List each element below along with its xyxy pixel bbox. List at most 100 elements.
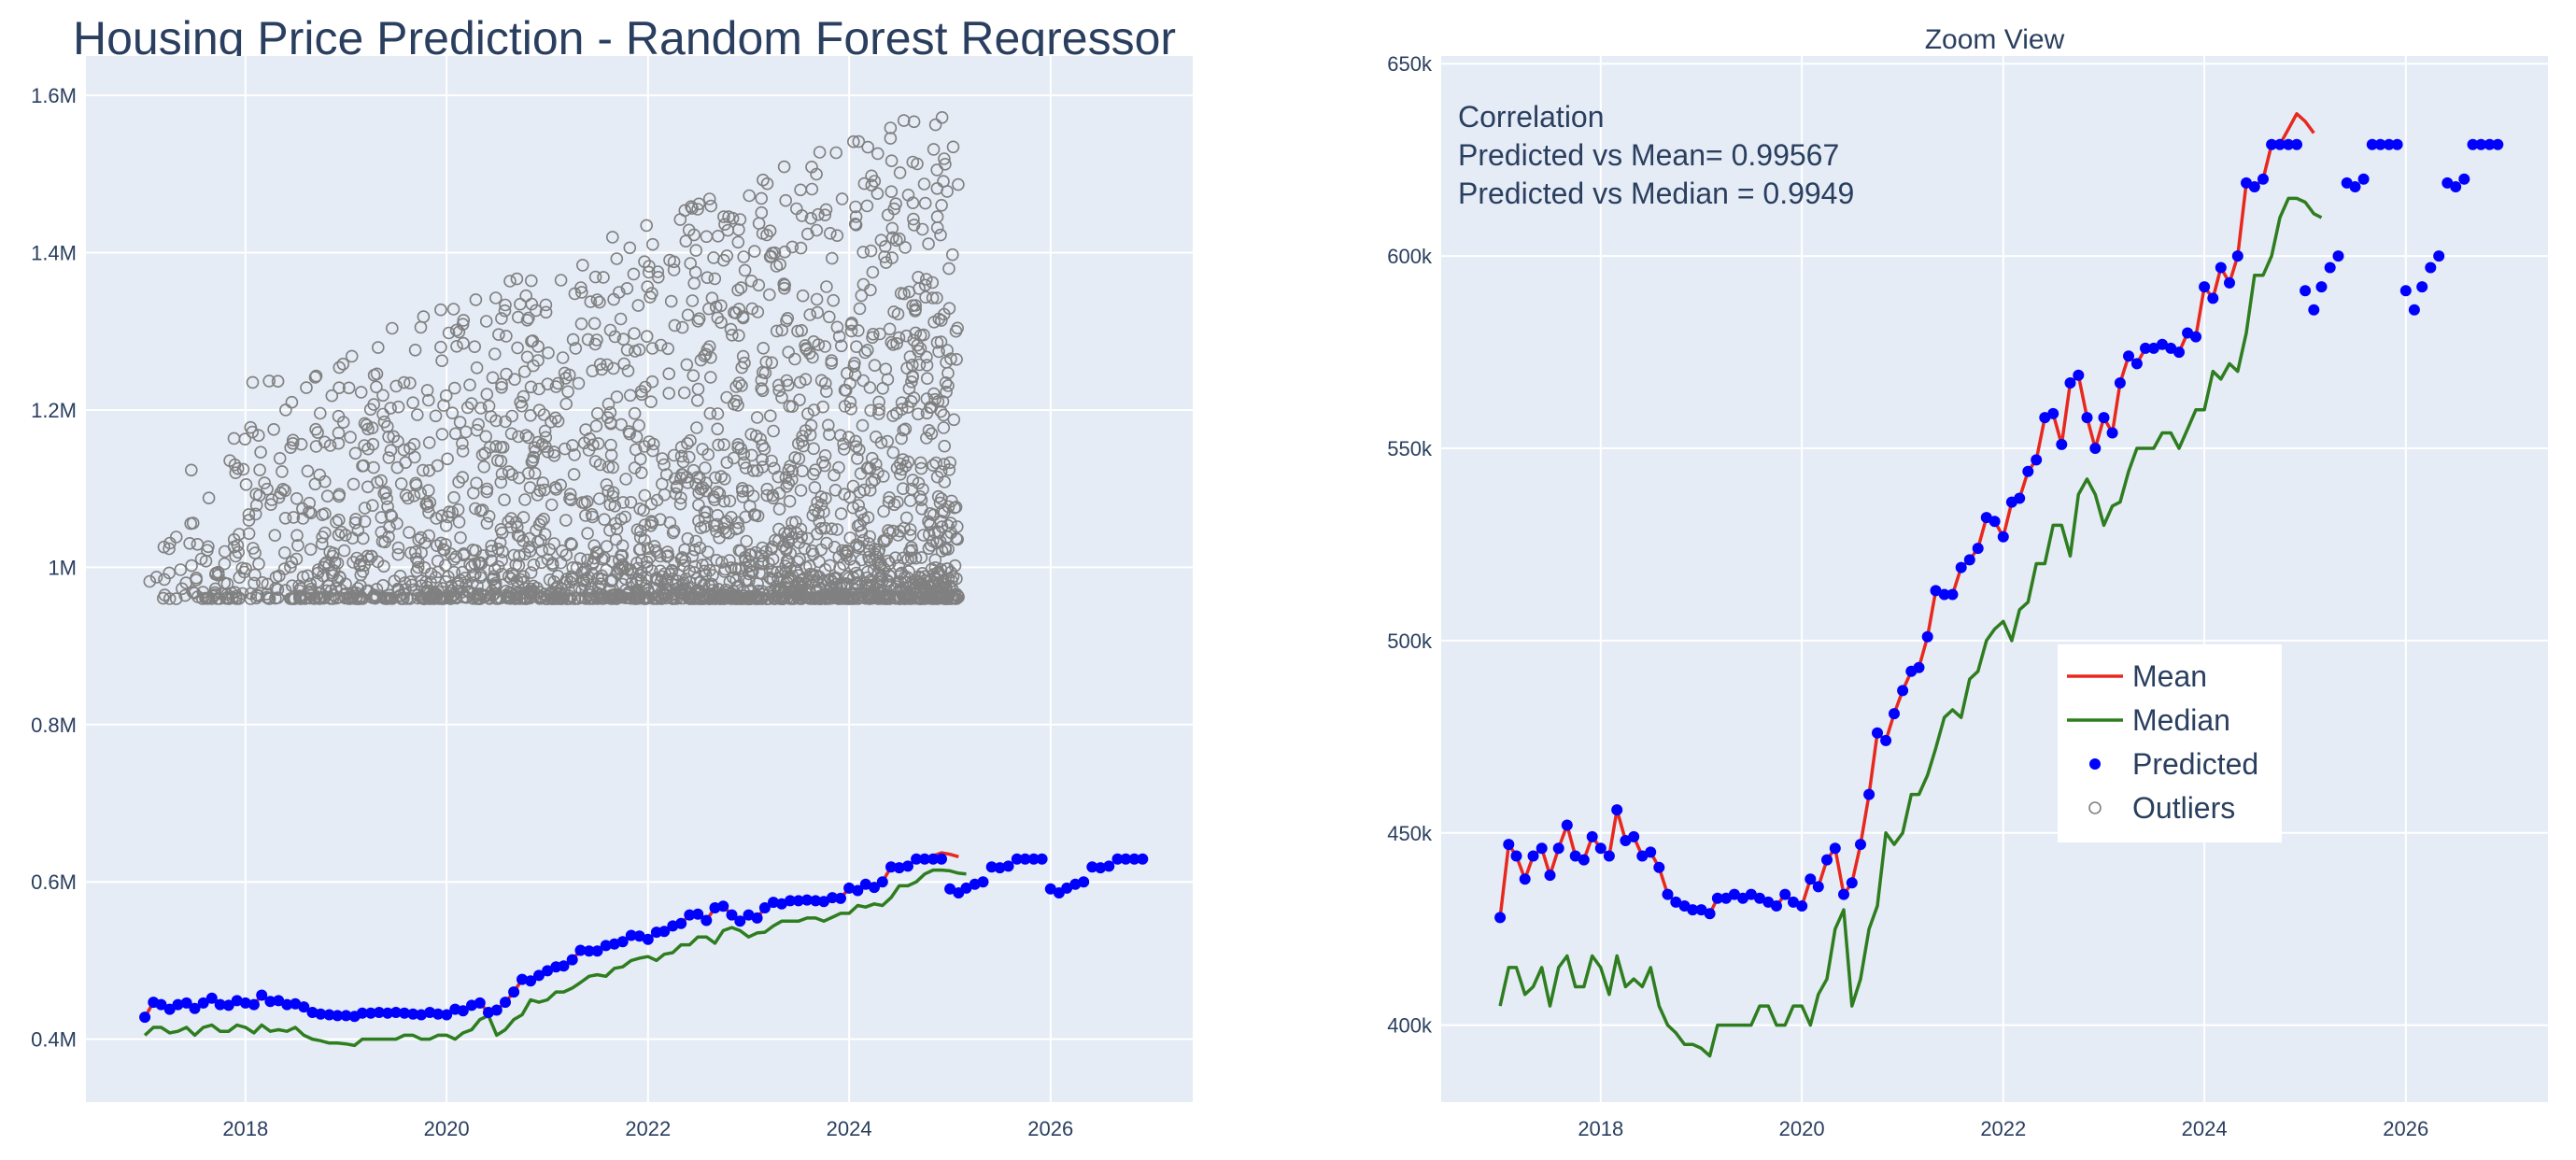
main-predicted-point xyxy=(616,936,629,948)
outlier-point xyxy=(691,382,705,396)
zoom-predicted-point xyxy=(1805,873,1817,885)
outlier-point xyxy=(222,592,235,605)
zoom-predicted-point xyxy=(2349,181,2361,192)
outlier-point xyxy=(318,507,332,520)
outlier-point xyxy=(684,257,698,270)
outlier-point xyxy=(743,189,757,203)
outlier-point xyxy=(261,482,274,496)
outlier-point xyxy=(271,375,285,389)
outlier-point xyxy=(656,452,669,465)
outlier-point xyxy=(941,518,955,532)
zoom-predicted-point xyxy=(2467,138,2479,150)
outlier-point xyxy=(720,249,734,262)
outlier-point xyxy=(604,438,617,452)
outlier-point xyxy=(760,488,774,502)
outlier-point xyxy=(842,592,856,605)
outlier-point xyxy=(869,458,883,471)
outlier-point xyxy=(371,555,385,569)
outlier-point xyxy=(899,329,913,343)
outlier-point xyxy=(781,311,795,325)
outlier-point xyxy=(818,521,831,535)
outlier-point xyxy=(504,512,518,525)
outlier-point xyxy=(667,448,681,462)
zoom-predicted-point xyxy=(1997,530,2009,543)
outlier-point xyxy=(627,267,641,281)
outlier-point xyxy=(486,573,500,587)
outlier-point xyxy=(763,409,777,423)
outlier-point xyxy=(279,403,292,417)
outlier-point xyxy=(757,554,770,568)
outlier-point xyxy=(538,424,552,438)
outlier-point xyxy=(835,192,849,205)
outlier-point xyxy=(870,147,885,161)
outlier-point xyxy=(796,434,809,448)
outlier-point xyxy=(704,199,718,213)
outlier-point xyxy=(511,310,525,324)
outlier-point xyxy=(233,571,247,585)
zoom-predicted-point xyxy=(2366,138,2378,150)
outlier-point xyxy=(441,510,455,524)
outlier-point xyxy=(640,219,654,233)
outlier-point xyxy=(813,555,826,569)
outlier-point xyxy=(655,592,669,605)
outlier-point xyxy=(818,448,832,462)
outlier-point xyxy=(946,140,960,154)
outlier-point xyxy=(739,461,753,474)
outlier-point xyxy=(644,518,658,532)
outlier-point xyxy=(899,511,913,525)
main-predicted-point xyxy=(885,861,897,873)
outlier-point xyxy=(847,360,861,374)
zoom-predicted-point xyxy=(1863,788,1875,800)
zoom-predicted-points xyxy=(1494,138,2504,924)
outlier-point xyxy=(479,315,493,328)
outlier-point xyxy=(926,592,940,605)
outlier-point xyxy=(899,241,912,254)
zoom-x-tick-label: 2018 xyxy=(1578,1117,1623,1140)
outlier-point xyxy=(385,321,399,335)
outlier-point xyxy=(731,437,745,451)
outlier-point xyxy=(615,548,628,562)
outlier-point xyxy=(696,559,709,572)
outlier-point xyxy=(325,389,339,403)
outlier-point xyxy=(684,591,698,605)
outlier-point xyxy=(378,592,392,605)
zoom-predicted-point xyxy=(1754,892,1765,904)
zoom-predicted-point xyxy=(1494,912,1507,924)
outlier-point xyxy=(892,331,906,345)
outlier-point xyxy=(850,575,863,589)
zoom-predicted-point xyxy=(1527,850,1539,862)
outlier-point xyxy=(505,468,519,481)
outlier-point xyxy=(692,312,706,326)
outlier-point xyxy=(376,389,389,403)
outlier-point xyxy=(444,592,458,605)
outlier-point xyxy=(588,337,602,351)
outlier-point xyxy=(475,503,489,516)
outlier-point xyxy=(316,530,330,544)
outlier-point xyxy=(896,588,910,602)
outlier-point xyxy=(603,523,616,537)
zoom-predicted-point xyxy=(1946,588,1959,601)
outlier-point xyxy=(619,473,632,486)
outlier-point xyxy=(943,516,957,530)
main-predicted-point xyxy=(389,1007,402,1018)
outlier-point xyxy=(228,458,242,472)
outlier-point xyxy=(764,572,778,586)
outlier-point xyxy=(504,427,518,441)
zoom-predicted-point xyxy=(1687,904,1699,916)
outlier-point xyxy=(644,515,658,529)
outlier-point xyxy=(290,552,304,566)
outlier-point xyxy=(200,591,213,605)
outlier-point xyxy=(532,517,546,531)
outlier-point xyxy=(565,570,578,584)
outlier-point xyxy=(332,528,346,542)
outlier-point xyxy=(488,576,502,590)
outlier-point xyxy=(928,118,942,132)
outlier-point xyxy=(721,223,735,237)
outlier-point xyxy=(495,312,508,325)
main-predicted-point xyxy=(248,998,260,1011)
outlier-point xyxy=(709,300,723,314)
main-predicted-point xyxy=(172,998,184,1011)
outlier-point xyxy=(906,155,920,169)
outlier-point xyxy=(284,441,298,455)
